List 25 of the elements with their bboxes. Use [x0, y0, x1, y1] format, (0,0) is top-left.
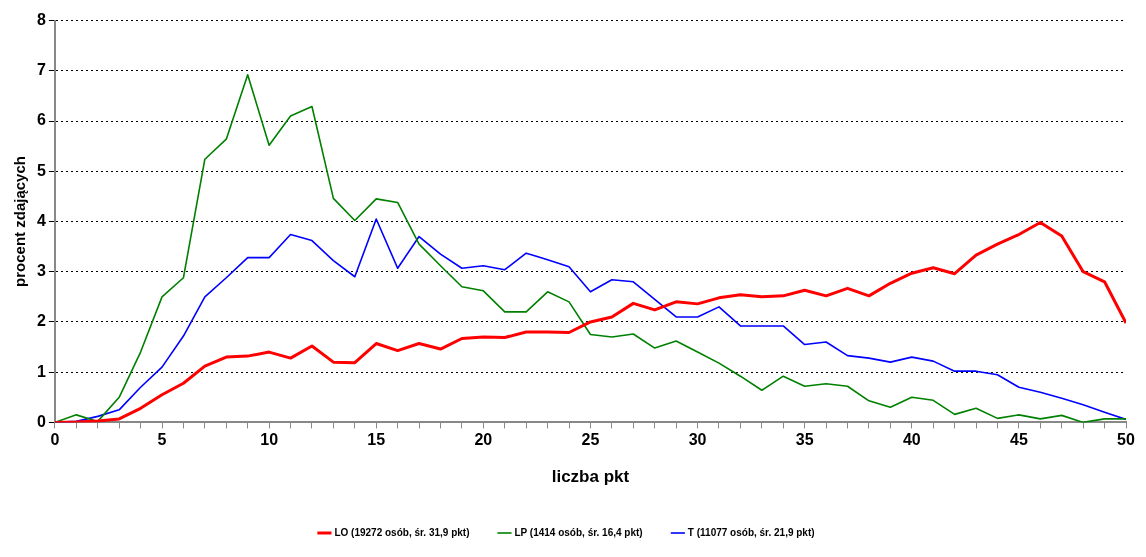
y-tick-label: 1	[36, 362, 46, 380]
y-axis-title: procent zdających	[11, 156, 29, 287]
x-tick-label: 35	[795, 431, 814, 449]
x-tick-label: 0	[50, 431, 60, 449]
y-tick-label: 7	[36, 61, 46, 79]
y-tick-label: 5	[36, 161, 46, 179]
x-tick-label: 5	[157, 431, 167, 449]
x-tick-label: 30	[688, 431, 707, 449]
legend-label: T (11077 osób, śr. 21,9 pkt)	[687, 526, 815, 538]
x-axis-title: liczba pkt	[551, 467, 630, 487]
x-tick-label: 20	[474, 431, 493, 449]
x-tick-label: 15	[367, 431, 386, 449]
y-tick-label: 0	[36, 412, 46, 430]
x-tick-label: 10	[260, 431, 279, 449]
x-tick-label: 50	[1117, 431, 1135, 449]
x-tick-label: 40	[902, 431, 921, 449]
y-tick-label: 3	[36, 262, 46, 280]
legend-label: LP (1414 osób, śr. 16,4 pkt)	[514, 526, 643, 538]
x-tick-label: 45	[1009, 431, 1028, 449]
x-tick-label: 25	[581, 431, 600, 449]
legend-label: LO (19272 osób, śr. 31,9 pkt)	[334, 526, 470, 538]
y-tick-label: 4	[36, 211, 46, 229]
y-tick-label: 6	[36, 111, 46, 129]
y-tick-label: 2	[36, 312, 46, 330]
y-tick-label: 8	[36, 11, 46, 29]
